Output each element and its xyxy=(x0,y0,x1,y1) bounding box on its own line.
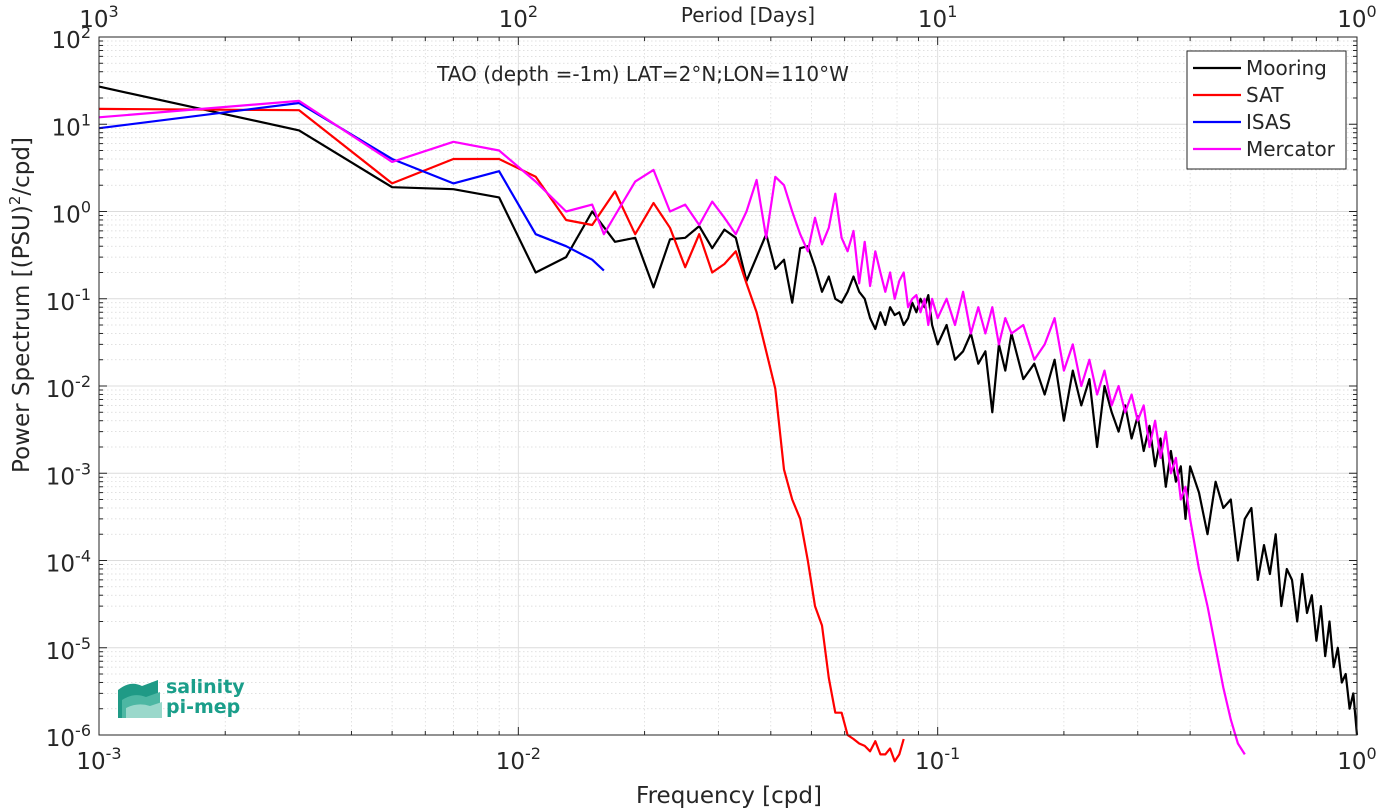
legend: Mooring SAT ISAS Mercator xyxy=(1186,50,1347,170)
salinity-pi-mep-logo: salinity pi-mep xyxy=(118,676,245,718)
y-tick-label-base: 10 xyxy=(52,115,81,141)
y-tick-label: 10-1 xyxy=(46,285,91,316)
y-axis-label: Power Spectrum [(PSU)2/cpd] xyxy=(6,137,35,473)
y-tick-label: 10-6 xyxy=(46,721,91,752)
series-line-mercator xyxy=(98,99,1246,755)
y-tick-label: 10-3 xyxy=(46,459,91,490)
y-tick-label-exponent: 2 xyxy=(81,23,91,42)
y-tick-label-base: 10 xyxy=(46,377,75,403)
y-tick-label-exponent: -6 xyxy=(75,721,91,740)
x-tick-labels: 10-3 10-2 10-1 100 xyxy=(76,744,1376,775)
legend-label-isas: ISAS xyxy=(1246,110,1291,134)
y-tick-label-exponent: -4 xyxy=(75,547,91,566)
y-tick-label-exponent: 0 xyxy=(81,198,91,217)
series-line-sat xyxy=(98,107,905,763)
x2-tick-label-base: 10 xyxy=(1337,7,1366,33)
x-tick-label-base: 10 xyxy=(915,749,944,775)
x-tick-label-base: 10 xyxy=(76,749,105,775)
x2-tick-label-exponent: 1 xyxy=(947,2,957,21)
y-tick-label: 100 xyxy=(52,198,91,229)
logo-line1: salinity xyxy=(166,676,245,698)
series-layer xyxy=(98,85,1359,763)
x2-tick-label-exponent: 0 xyxy=(1367,2,1377,21)
y-tick-label: 101 xyxy=(52,110,91,141)
y-tick-label-exponent: -5 xyxy=(75,634,91,653)
y-tick-label-base: 10 xyxy=(46,639,75,665)
x-tick-label: 10-3 xyxy=(76,744,121,775)
y-axis-label-sup: 2 xyxy=(6,196,24,206)
legend-label-mercator: Mercator xyxy=(1246,137,1336,161)
x2-tick-label-base: 10 xyxy=(79,7,108,33)
y-tick-label-exponent: -3 xyxy=(75,459,91,478)
x-tick-label-base: 10 xyxy=(496,749,525,775)
x2-tick-label: 100 xyxy=(1337,2,1376,33)
x2-tick-label: 101 xyxy=(918,2,957,33)
y-tick-label-base: 10 xyxy=(46,726,75,752)
x2-tick-label-exponent: 3 xyxy=(109,2,119,21)
y-tick-label-base: 10 xyxy=(52,203,81,229)
y-tick-label-base: 10 xyxy=(46,552,75,578)
x-tick-label: 10-2 xyxy=(496,744,541,775)
y-tick-label-base: 10 xyxy=(46,290,75,316)
y-tick-label-exponent: -1 xyxy=(75,285,91,304)
y-tick-label: 10-4 xyxy=(46,547,91,578)
x-tick-label-exponent: 0 xyxy=(1367,744,1377,763)
y-tick-label-exponent: -2 xyxy=(75,372,91,391)
y-tick-label: 102 xyxy=(52,23,91,54)
y-tick-label-base: 10 xyxy=(46,464,75,490)
x2-tick-label: 103 xyxy=(79,2,118,33)
x-tick-label-base: 10 xyxy=(1337,749,1366,775)
y-tick-label-base: 10 xyxy=(52,28,81,54)
y-axis-label-tail: /cpd] xyxy=(9,137,35,196)
x-axis-label: Frequency [cpd] xyxy=(636,783,822,809)
legend-label-mooring: Mooring xyxy=(1246,56,1327,80)
x-tick-label-exponent: -1 xyxy=(944,744,960,763)
y-tick-label: 10-2 xyxy=(46,372,91,403)
y-axis-label-main: Power Spectrum [(PSU) xyxy=(9,205,35,473)
x-tick-label-exponent: -3 xyxy=(106,744,122,763)
x2-tick-labels: 103 102 101 100 xyxy=(79,2,1376,33)
x-tick-label-exponent: -2 xyxy=(525,744,541,763)
logo-line2: pi-mep xyxy=(166,696,240,718)
x2-axis-label: Period [Days] xyxy=(681,3,815,27)
x2-tick-label: 102 xyxy=(499,2,538,33)
x2-tick-label-base: 10 xyxy=(499,7,528,33)
x2-tick-label-exponent: 2 xyxy=(528,2,538,21)
legend-label-sat: SAT xyxy=(1246,83,1284,107)
tick-marks xyxy=(98,36,1358,736)
y-tick-label-exponent: 1 xyxy=(81,110,91,129)
x2-tick-label-base: 10 xyxy=(918,7,947,33)
x-tick-label: 100 xyxy=(1337,744,1376,775)
y-tick-label: 10-5 xyxy=(46,634,91,665)
chart-title: TAO (depth =-1m) LAT=2°N;LON=110°W xyxy=(436,62,849,86)
logo-waves-icon xyxy=(118,680,162,718)
x-tick-label: 10-1 xyxy=(915,744,960,775)
